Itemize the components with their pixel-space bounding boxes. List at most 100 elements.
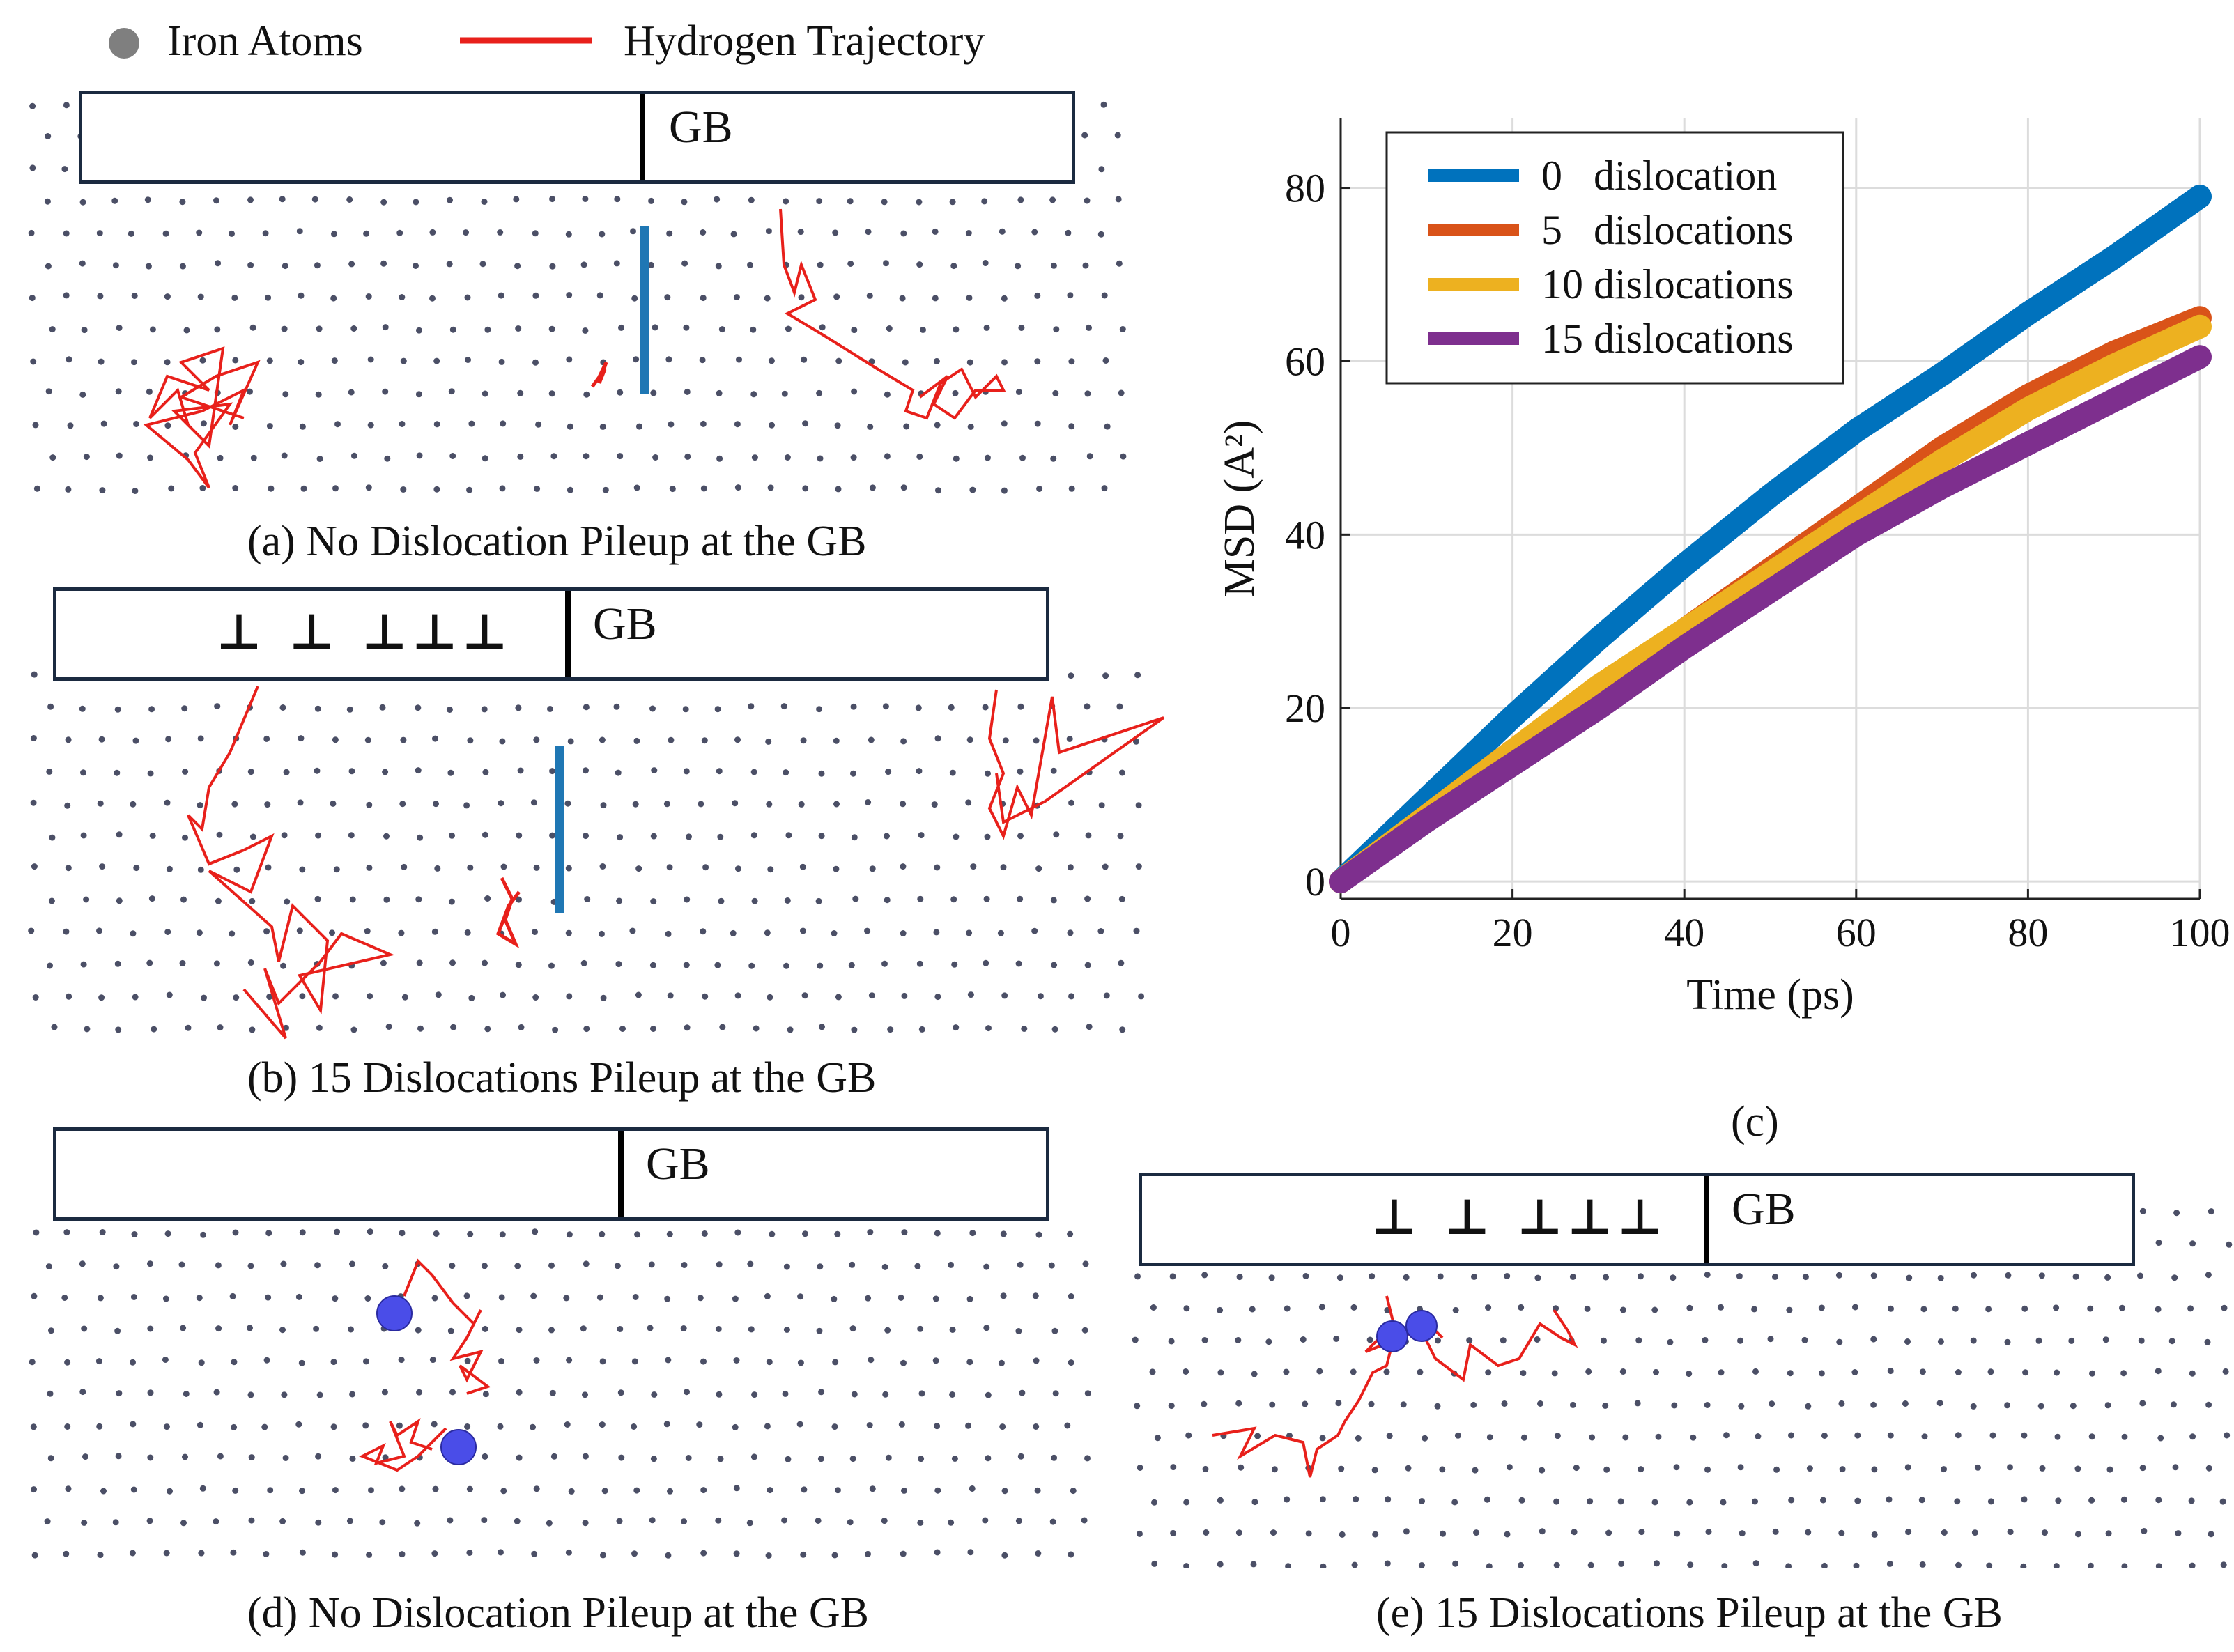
iron-atom <box>333 866 340 873</box>
iron-atom <box>233 866 240 873</box>
iron-atom <box>367 356 374 363</box>
iron-atom <box>1033 1357 1040 1364</box>
iron-atom <box>265 1230 272 1237</box>
iron-atom <box>1539 1528 1546 1535</box>
iron-atom <box>1720 1499 1727 1506</box>
iron-atom <box>1151 1560 1158 1567</box>
iron-atom <box>750 1453 757 1460</box>
iron-atom <box>314 767 321 774</box>
iron-atom <box>247 1325 253 1331</box>
iron-atom <box>464 1357 471 1364</box>
iron-atom <box>748 962 755 969</box>
iron-atom <box>2089 1370 2095 1377</box>
iron-atom <box>80 832 87 839</box>
iron-atom <box>147 454 154 461</box>
iron-atom <box>1537 1400 1543 1407</box>
iron-atom <box>447 769 454 776</box>
iron-atom <box>868 736 875 743</box>
iron-atom <box>532 292 539 299</box>
iron-atom <box>1350 1368 1357 1375</box>
iron-atom <box>2139 1207 2146 1214</box>
iron-atom <box>168 485 175 492</box>
iron-atom <box>999 228 1006 235</box>
iron-atom <box>849 1261 856 1268</box>
series-line-1 <box>1329 306 2212 894</box>
iron-atom <box>449 1263 456 1269</box>
iron-atom <box>1904 1338 1911 1345</box>
iron-atom <box>1686 1304 1693 1311</box>
iron-atom <box>530 799 537 806</box>
iron-atom <box>2226 1241 2233 1248</box>
panel-b-caption: (b) 15 Dislocations Pileup at the GB <box>247 1054 877 1102</box>
iron-atom <box>1737 1464 1744 1471</box>
iron-atom <box>365 484 372 491</box>
iron-atom <box>167 1488 173 1495</box>
iron-atom <box>279 704 286 711</box>
iron-atom <box>1302 1400 1309 1407</box>
iron-atom <box>316 1024 323 1031</box>
iron-atom <box>434 865 441 872</box>
iron-atom <box>500 1488 507 1495</box>
iron-atom <box>734 484 741 491</box>
iron-atom <box>147 770 154 777</box>
iron-atom <box>2222 1368 2229 1375</box>
iron-atom <box>1451 1499 1458 1506</box>
iron-atom <box>183 1391 190 1397</box>
iron-atom <box>463 1292 470 1299</box>
iron-atom <box>900 930 907 936</box>
iron-atom <box>730 231 737 238</box>
iron-atom <box>747 1260 754 1267</box>
iron-atom <box>1339 1531 1346 1538</box>
iron-atom <box>1203 1529 1210 1536</box>
iron-atom <box>1451 1370 1458 1377</box>
iron-atom <box>1104 423 1111 430</box>
iron-atom <box>65 486 72 493</box>
iron-atom <box>1068 672 1074 679</box>
iron-atom <box>179 199 186 206</box>
iron-atom <box>1905 1529 1912 1536</box>
iron-atom <box>431 1295 438 1302</box>
iron-atom <box>1101 485 1108 492</box>
iron-atom <box>149 832 156 839</box>
iron-atom <box>514 1518 521 1524</box>
iron-atom <box>516 1327 523 1334</box>
iron-atom <box>1034 1487 1041 1494</box>
iron-atom <box>617 453 624 460</box>
iron-atom <box>565 1549 572 1556</box>
iron-atom <box>1553 1305 1559 1312</box>
iron-atom <box>1955 1369 1962 1375</box>
iron-atom <box>1602 1403 1609 1409</box>
iron-atom <box>1064 1422 1071 1429</box>
iron-atom <box>2171 1274 2178 1281</box>
iron-atom <box>1114 132 1121 139</box>
iron-atom <box>1066 736 1073 742</box>
iron-atom <box>1369 1273 1376 1280</box>
iron-atom <box>146 1518 153 1524</box>
iron-atom <box>883 260 889 267</box>
iron-atom <box>599 930 605 937</box>
iron-atom <box>2141 1528 2148 1534</box>
iron-atom <box>1417 1368 1424 1375</box>
iron-atom <box>432 1485 439 1492</box>
panel-b-atom-field <box>28 671 1145 1033</box>
iron-atom <box>232 1487 239 1494</box>
iron-atom <box>766 801 773 808</box>
iron-atom <box>481 1517 488 1524</box>
iron-atom <box>1033 1423 1040 1430</box>
iron-atom <box>881 1263 888 1270</box>
iron-atom <box>546 1520 553 1527</box>
iron-atom <box>484 895 491 902</box>
iron-atom <box>785 1456 792 1462</box>
y-tick-label: 80 <box>1285 166 1325 211</box>
panel-e-gb-line <box>1704 1176 1709 1263</box>
iron-atom <box>282 263 288 270</box>
iron-atom <box>1785 1563 1792 1568</box>
iron-atom <box>1135 863 1142 870</box>
iron-atom <box>1001 487 1008 494</box>
iron-atom <box>182 1453 188 1460</box>
iron-atom <box>1170 1464 1177 1471</box>
iron-atom <box>1035 1231 1042 1238</box>
iron-atom <box>1031 229 1038 236</box>
iron-atom <box>380 959 387 966</box>
iron-atom <box>146 388 153 395</box>
